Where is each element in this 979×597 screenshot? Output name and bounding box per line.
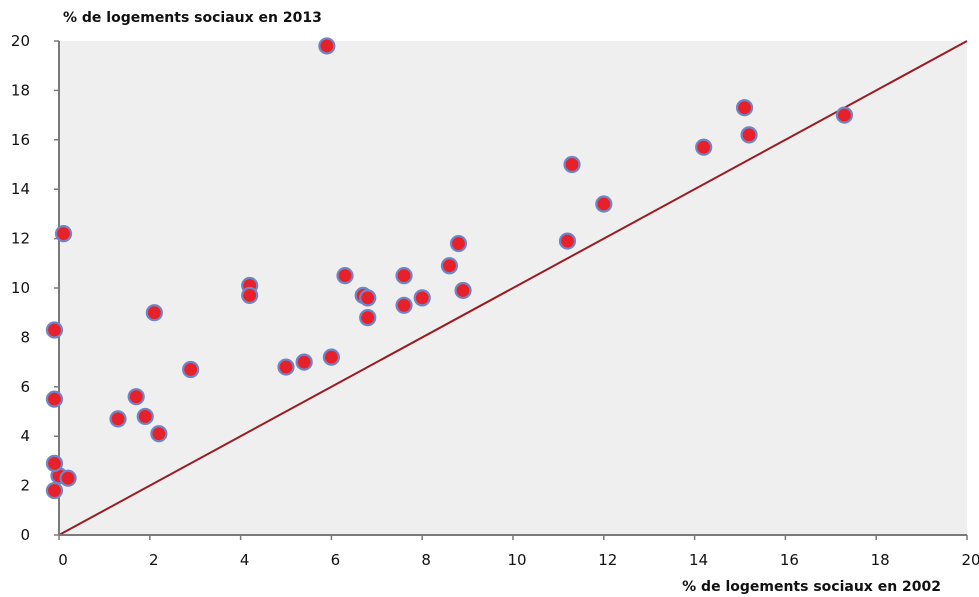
data-point bbox=[413, 289, 431, 307]
x-axis-title: % de logements sociaux en 2002 bbox=[682, 579, 941, 595]
data-point bbox=[45, 321, 64, 339]
data-point bbox=[440, 257, 459, 275]
data-points bbox=[45, 37, 854, 500]
data-point bbox=[182, 360, 200, 379]
x-tick-label: 4 bbox=[240, 551, 250, 569]
data-point bbox=[59, 469, 77, 487]
data-point bbox=[454, 281, 472, 300]
y-tick-label: 12 bbox=[11, 230, 30, 248]
data-point bbox=[359, 289, 377, 307]
y-tick-label: 4 bbox=[20, 427, 30, 445]
data-point bbox=[449, 234, 468, 253]
x-tick-label: 2 bbox=[149, 551, 159, 569]
y-tick-label: 2 bbox=[20, 477, 30, 495]
data-point bbox=[835, 106, 854, 124]
y-tick-label: 6 bbox=[20, 378, 30, 396]
data-point bbox=[45, 481, 64, 500]
data-point bbox=[277, 358, 295, 376]
data-point bbox=[109, 410, 127, 428]
data-point bbox=[595, 195, 613, 213]
data-point bbox=[695, 138, 713, 156]
x-tick-label: 20 bbox=[961, 551, 979, 569]
data-point bbox=[145, 304, 163, 322]
y-tick-label: 8 bbox=[20, 328, 30, 346]
y-tick-label: 18 bbox=[11, 81, 30, 99]
x-tick-label: 16 bbox=[780, 551, 799, 569]
data-point bbox=[318, 37, 336, 55]
data-point bbox=[45, 454, 64, 472]
data-point bbox=[563, 155, 581, 174]
x-tick-label: 8 bbox=[421, 551, 431, 569]
data-point bbox=[336, 267, 354, 285]
y-tick-label: 10 bbox=[11, 279, 30, 297]
data-point bbox=[558, 232, 577, 250]
data-point bbox=[322, 348, 340, 366]
x-tick-label: 14 bbox=[689, 551, 708, 569]
y-axis-ticks: 0 2 4 6 8 10 12 14 16 18 20 bbox=[11, 32, 59, 544]
y-tick-label: 0 bbox=[20, 526, 30, 544]
data-point bbox=[395, 267, 413, 285]
data-point bbox=[395, 296, 413, 314]
data-point bbox=[54, 225, 73, 243]
data-point bbox=[45, 390, 64, 408]
data-point bbox=[150, 425, 168, 443]
data-point bbox=[295, 353, 313, 371]
x-tick-label: 12 bbox=[598, 551, 617, 569]
data-point bbox=[127, 388, 145, 406]
x-tick-label: 0 bbox=[58, 551, 68, 569]
x-tick-label: 6 bbox=[331, 551, 341, 569]
y-tick-label: 20 bbox=[11, 32, 30, 50]
data-point bbox=[359, 309, 377, 327]
data-point bbox=[735, 99, 754, 117]
data-point bbox=[740, 126, 758, 144]
data-point bbox=[136, 407, 154, 426]
data-point bbox=[241, 286, 259, 305]
x-axis-ticks: 0 2 4 6 8 10 12 14 16 18 20 bbox=[58, 535, 979, 569]
x-tick-label: 10 bbox=[507, 551, 526, 569]
reference-line-y-equals-x bbox=[58, 40, 968, 536]
y-tick-label: 14 bbox=[11, 180, 30, 198]
y-axis-title: % de logements sociaux en 2013 bbox=[63, 10, 322, 26]
x-tick-label: 18 bbox=[871, 551, 890, 569]
y-tick-label: 16 bbox=[11, 131, 30, 149]
